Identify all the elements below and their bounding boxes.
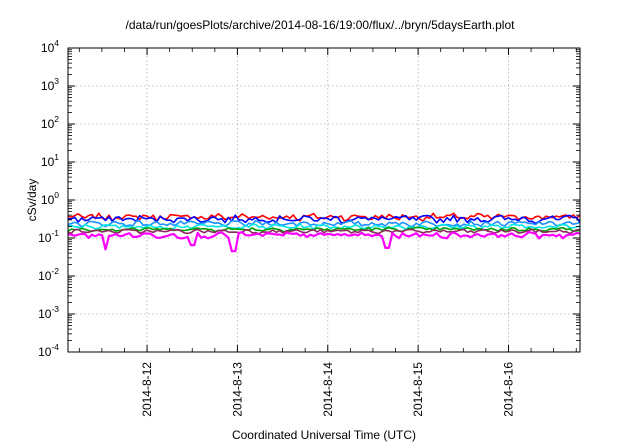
y-tick-base: 10 [41,155,55,169]
y-tick-exponent: 0 [54,190,59,200]
y-tick-label: 10-4 [38,342,59,359]
series-line [67,226,581,233]
y-tick-base: 10 [38,345,52,359]
y-tick-label: 101 [41,152,59,169]
y-tick-exponent: -2 [51,266,59,276]
y-tick-label: 100 [41,190,59,207]
y-tick-base: 10 [38,307,52,321]
y-tick-label: 10-3 [38,304,59,321]
y-tick-base: 10 [41,193,55,207]
y-tick-exponent: 2 [54,114,59,124]
y-tick-exponent: -3 [51,304,59,314]
series-layer [67,212,581,253]
y-tick-label: 103 [41,76,59,93]
y-tick-base: 10 [38,269,52,283]
y-tick-label: 10-1 [38,228,59,245]
series-line [67,231,581,253]
x-tick-label: 2014-8-16 [501,362,515,417]
series-line [67,219,581,228]
y-tick-base: 10 [41,79,55,93]
chart-title: /data/run/goesPlots/archive/2014-08-16/1… [125,18,515,32]
y-tick-exponent: -4 [51,342,59,352]
x-tick-label: 2014-8-15 [411,362,425,417]
x-axis-label: Coordinated Universal Time (UTC) [231,428,417,442]
series-line [67,223,581,231]
y-tick-exponent: -1 [51,228,59,238]
y-tick-label: 102 [41,114,59,131]
y-tick-base: 10 [41,117,55,131]
series-line [68,214,581,225]
y-tick-base: 10 [41,41,55,55]
y-tick-exponent: 4 [54,38,59,48]
y-tick-exponent: 3 [54,76,59,86]
y-tick-exponent: 1 [54,152,59,162]
y-tick-label: 104 [41,38,59,55]
y-tick-label: 10-2 [38,266,59,283]
x-tick-label: 2014-8-13 [230,362,244,417]
y-tick-base: 10 [38,231,52,245]
x-tick-label: 2014-8-12 [140,362,154,417]
grid-layer [68,48,580,352]
tick-layer: 10-410-310-210-11001011021031042014-8-12… [38,38,580,417]
x-tick-label: 2014-8-14 [321,362,335,417]
